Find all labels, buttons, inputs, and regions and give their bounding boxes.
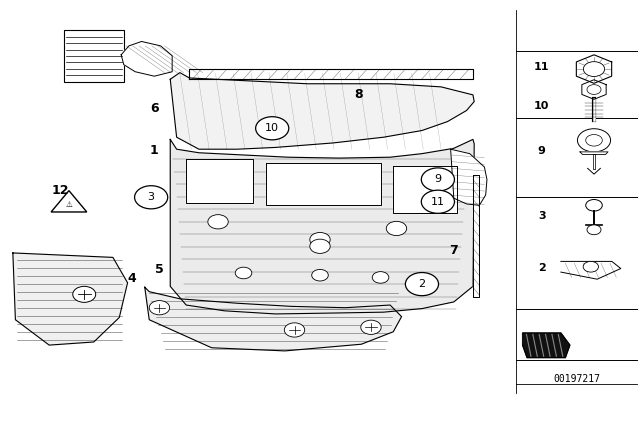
Circle shape [284, 323, 305, 337]
Text: 3: 3 [538, 211, 545, 221]
Polygon shape [580, 152, 608, 155]
Circle shape [586, 134, 602, 146]
Text: 4: 4 [127, 272, 136, 285]
Text: 11: 11 [431, 197, 445, 207]
Text: 2: 2 [419, 279, 426, 289]
Polygon shape [577, 55, 612, 83]
Polygon shape [582, 80, 606, 99]
Bar [64, 30, 124, 82]
Polygon shape [189, 69, 473, 79]
Polygon shape [523, 333, 570, 358]
Circle shape [587, 85, 601, 95]
Circle shape [584, 62, 605, 77]
Text: 9: 9 [538, 146, 546, 155]
Text: 00197217: 00197217 [554, 374, 600, 384]
Polygon shape [186, 159, 253, 202]
Text: 7: 7 [449, 244, 458, 257]
Text: 3: 3 [148, 192, 155, 202]
Text: 1: 1 [150, 144, 159, 157]
Circle shape [586, 199, 602, 211]
Polygon shape [51, 190, 87, 212]
Circle shape [236, 267, 252, 279]
Circle shape [361, 320, 381, 334]
Polygon shape [170, 73, 474, 149]
Text: 6: 6 [150, 102, 159, 115]
Circle shape [73, 286, 96, 302]
Circle shape [577, 129, 611, 152]
Polygon shape [266, 163, 381, 205]
Circle shape [255, 116, 289, 140]
Polygon shape [473, 175, 479, 297]
Text: 12: 12 [52, 184, 69, 197]
Polygon shape [394, 166, 457, 213]
Circle shape [587, 225, 601, 235]
Circle shape [421, 190, 454, 213]
Circle shape [208, 215, 228, 229]
Circle shape [421, 168, 454, 191]
Circle shape [310, 239, 330, 254]
Text: 2: 2 [538, 263, 546, 273]
Text: 8: 8 [354, 88, 362, 101]
Polygon shape [451, 149, 487, 205]
Circle shape [134, 186, 168, 209]
Text: 5: 5 [155, 263, 164, 276]
Circle shape [149, 301, 170, 315]
Circle shape [372, 271, 389, 283]
Text: 10: 10 [265, 123, 279, 133]
Text: 11: 11 [534, 62, 550, 72]
Polygon shape [13, 253, 127, 345]
Text: 9: 9 [435, 174, 442, 185]
Circle shape [583, 261, 598, 272]
Circle shape [310, 233, 330, 247]
Polygon shape [561, 261, 621, 279]
Text: 10: 10 [534, 100, 550, 111]
Circle shape [312, 269, 328, 281]
Text: ⚠: ⚠ [65, 200, 72, 209]
Polygon shape [170, 139, 474, 314]
Circle shape [405, 272, 438, 296]
Polygon shape [121, 42, 172, 76]
Circle shape [387, 221, 406, 236]
Polygon shape [145, 287, 401, 351]
